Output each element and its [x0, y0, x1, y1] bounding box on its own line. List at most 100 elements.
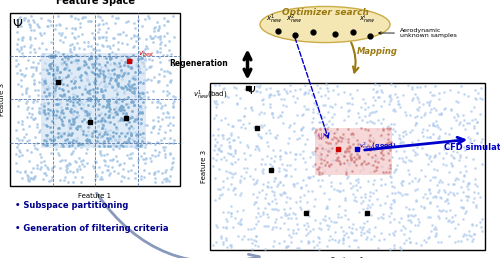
- Point: [332, 84, 340, 88]
- Point: [224, 95, 232, 99]
- Point: [84, 44, 92, 48]
- Point: [34, 24, 42, 28]
- Point: [90, 144, 98, 148]
- Point: [478, 97, 486, 101]
- Point: [360, 114, 368, 118]
- Point: [319, 216, 327, 221]
- Point: [252, 215, 260, 219]
- Point: [156, 60, 164, 64]
- Point: [282, 173, 290, 178]
- Point: [84, 111, 92, 115]
- Point: [116, 144, 124, 148]
- Point: [72, 93, 80, 97]
- Point: [104, 75, 112, 79]
- Point: [365, 138, 373, 142]
- Point: [114, 109, 122, 113]
- Point: [338, 105, 345, 109]
- Point: [336, 162, 344, 166]
- Point: [142, 37, 150, 41]
- Point: [18, 153, 26, 157]
- Point: [91, 61, 99, 65]
- Point: [104, 101, 112, 105]
- Point: [153, 50, 161, 54]
- Point: [371, 98, 379, 102]
- Point: [268, 244, 276, 248]
- Point: [378, 90, 386, 94]
- Point: [45, 54, 53, 58]
- Point: [356, 225, 364, 229]
- Point: [252, 222, 260, 227]
- Point: [374, 155, 382, 159]
- Point: [264, 154, 272, 158]
- Point: [292, 157, 300, 161]
- Point: [315, 236, 323, 240]
- Point: [298, 126, 306, 130]
- Point: [13, 30, 21, 34]
- Point: [151, 148, 159, 152]
- Point: [162, 110, 170, 114]
- Point: [344, 140, 352, 144]
- Point: [102, 38, 110, 43]
- Point: [420, 127, 428, 131]
- Point: [236, 222, 244, 226]
- Point: [386, 94, 394, 98]
- Point: [366, 139, 374, 143]
- Point: [78, 16, 86, 20]
- Point: [274, 115, 281, 119]
- Point: [162, 170, 170, 174]
- Point: [229, 124, 237, 128]
- Point: [76, 66, 84, 70]
- Point: [383, 141, 391, 145]
- Point: [76, 25, 84, 29]
- Point: [39, 110, 47, 114]
- Point: [308, 174, 316, 178]
- Point: [282, 211, 290, 215]
- Point: [460, 92, 468, 96]
- Point: [237, 125, 245, 129]
- Point: [377, 164, 385, 168]
- Point: [222, 225, 230, 229]
- Point: [114, 75, 122, 79]
- Point: [56, 159, 64, 163]
- Point: [82, 139, 90, 143]
- Text: $x^2_{new}$: $x^2_{new}$: [286, 12, 302, 26]
- Point: [56, 113, 64, 117]
- Point: [62, 168, 70, 172]
- Point: [44, 179, 52, 183]
- Point: [334, 91, 342, 95]
- Point: [400, 224, 407, 228]
- Point: [468, 118, 475, 122]
- Point: [236, 193, 244, 197]
- Point: [62, 106, 70, 110]
- Point: [457, 84, 465, 88]
- Point: [106, 133, 114, 137]
- Point: [283, 163, 291, 167]
- Point: [364, 179, 372, 183]
- Point: [452, 135, 460, 139]
- Point: [24, 18, 32, 22]
- Point: [292, 88, 300, 92]
- Point: [50, 67, 58, 71]
- Point: [344, 109, 351, 113]
- Point: [276, 148, 283, 152]
- Point: [365, 230, 373, 234]
- Point: [33, 163, 41, 167]
- Point: [98, 126, 106, 130]
- Point: [112, 52, 120, 57]
- Point: [74, 67, 82, 71]
- Point: [74, 97, 82, 101]
- Point: [340, 196, 348, 200]
- Point: [327, 184, 335, 188]
- Point: [64, 56, 72, 60]
- Point: [145, 171, 153, 175]
- Point: [276, 112, 284, 117]
- Point: [110, 122, 118, 126]
- Point: [227, 182, 235, 186]
- Point: [98, 134, 106, 138]
- Point: [217, 157, 225, 161]
- Point: [152, 154, 160, 158]
- Point: [406, 181, 413, 186]
- Point: [354, 177, 362, 181]
- Point: [42, 117, 50, 122]
- Point: [57, 135, 65, 139]
